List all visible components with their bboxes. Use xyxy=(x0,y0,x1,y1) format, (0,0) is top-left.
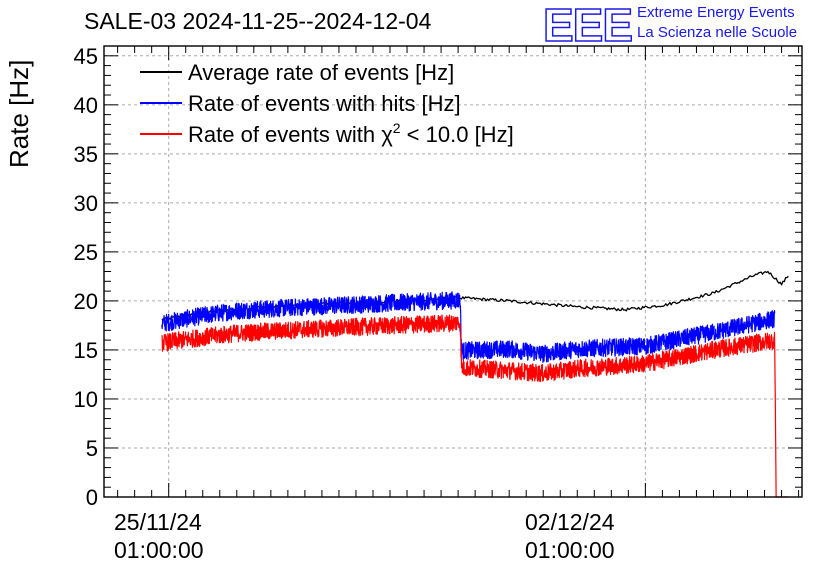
chart-title: SALE-03 2024-11-25--2024-12-04 xyxy=(84,8,432,34)
x-tick-label-1: 02/12/24 01:00:00 xyxy=(525,508,615,564)
legend-label-0: Average rate of events [Hz] xyxy=(188,60,454,85)
x-tick-date-0: 25/11/24 xyxy=(114,509,202,535)
x-tick-time-0: 01:00:00 xyxy=(114,537,204,563)
legend-label-1: Rate of events with hits [Hz] xyxy=(188,91,461,116)
y-tick-label-6: 30 xyxy=(74,191,98,216)
y-tick-label-8: 40 xyxy=(74,93,98,118)
logo-line-2: La Scienza nelle Scuole xyxy=(637,24,798,41)
logo-line-1: Extreme Energy Events xyxy=(637,4,795,21)
y-tick-label-5: 25 xyxy=(74,240,98,265)
y-tick-label-0: 0 xyxy=(86,485,98,510)
y-tick-label-4: 20 xyxy=(74,289,98,314)
x-tick-time-1: 01:00:00 xyxy=(525,537,615,563)
y-tick-label-3: 15 xyxy=(74,338,98,363)
y-tick-label-7: 35 xyxy=(74,142,98,167)
series-line-2 xyxy=(161,314,789,498)
series-line-1 xyxy=(161,291,776,363)
y-tick-label-1: 5 xyxy=(86,436,98,461)
x-tick-label-0: 25/11/24 01:00:00 xyxy=(114,508,204,564)
x-tick-date-1: 02/12/24 xyxy=(525,509,615,535)
y-axis-label: Rate [Hz] xyxy=(4,59,34,168)
y-tick-label-2: 10 xyxy=(74,387,98,412)
y-tick-label-9: 45 xyxy=(74,44,98,69)
legend-label-2: Rate of events with χ2 < 10.0 [Hz] xyxy=(188,120,514,147)
eee-logo: EEE xyxy=(542,0,634,52)
